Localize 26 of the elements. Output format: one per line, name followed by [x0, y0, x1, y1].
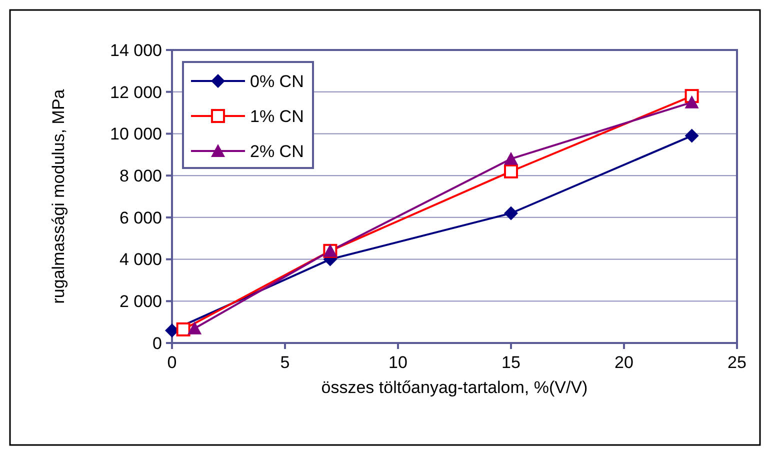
y-tick-label: 14 000	[110, 40, 162, 60]
y-tick-label: 2 000	[119, 292, 162, 312]
point	[504, 152, 518, 165]
x-tick-label: 10	[388, 353, 408, 372]
legend-label: 1% CN	[250, 106, 304, 126]
point	[504, 164, 518, 178]
y-tick-label: 8 000	[119, 166, 162, 186]
y-tick-label: 10 000	[110, 124, 162, 144]
point	[684, 128, 699, 143]
y-tick-label: 6 000	[119, 208, 162, 228]
x-axis-title: összes töltőanyag-tartalom, %(V/V)	[321, 378, 588, 397]
x-tick-label: 15	[502, 353, 520, 372]
point	[188, 321, 202, 334]
point	[176, 322, 190, 336]
x-tick-label: 25	[728, 353, 746, 372]
x-tick-label: 20	[614, 353, 634, 372]
y-tick-label: 4 000	[119, 250, 162, 270]
y-tick-label: 12 000	[110, 82, 162, 102]
y-axis-title: rugalmassági modulus, MPa	[49, 88, 68, 304]
point	[684, 95, 699, 108]
legend-label: 2% CN	[250, 142, 304, 161]
y-tick-label: 0	[152, 334, 162, 353]
x-tick-label: 5	[280, 353, 290, 372]
legend-label: 0% CN	[250, 72, 304, 91]
point	[504, 206, 518, 220]
x-tick-label: 0	[167, 353, 177, 372]
